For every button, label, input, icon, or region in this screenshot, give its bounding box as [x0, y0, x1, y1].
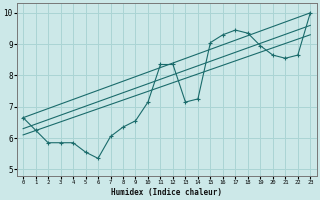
X-axis label: Humidex (Indice chaleur): Humidex (Indice chaleur): [111, 188, 222, 197]
